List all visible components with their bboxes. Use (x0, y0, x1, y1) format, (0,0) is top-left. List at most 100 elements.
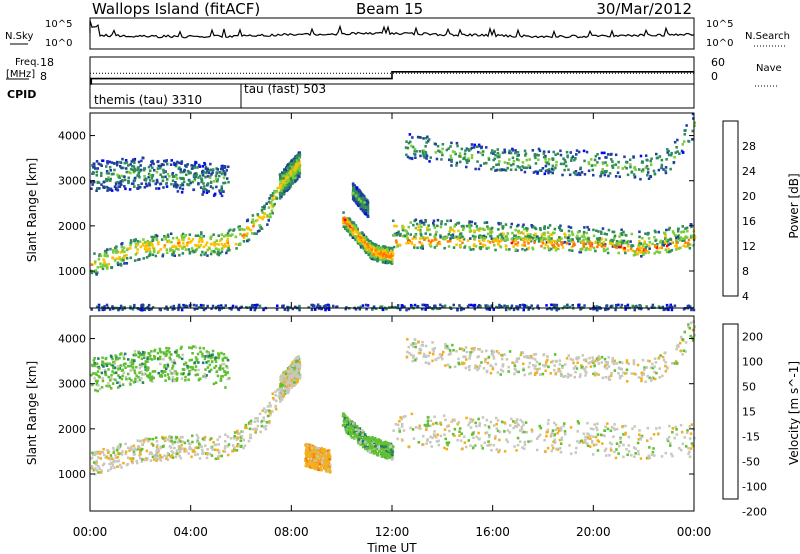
heatmap-cell (205, 171, 208, 175)
heatmap-cell (458, 239, 462, 242)
heatmap-cell (357, 191, 360, 194)
heatmap-cell (151, 455, 155, 459)
heatmap-cell (249, 422, 253, 426)
heatmap-cell (296, 154, 299, 158)
heatmap-cell (620, 303, 624, 307)
heatmap-cell (416, 246, 419, 250)
heatmap-cell (647, 177, 651, 180)
heatmap-cell (194, 234, 198, 238)
heatmap-cell (155, 237, 158, 241)
heatmap-cell (110, 363, 113, 367)
heatmap-cell (479, 151, 483, 155)
heatmap-cell (116, 188, 119, 192)
heatmap-cell (97, 304, 101, 308)
heatmap-cell (365, 203, 368, 206)
heatmap-cell (170, 446, 173, 449)
heatmap-cell (449, 237, 452, 240)
heatmap-cell (476, 160, 479, 163)
heatmap-cell (475, 225, 479, 228)
frequency-panel: Freq. [MHz] Nave 18 8 60 0 (6, 56, 782, 87)
heatmap-cell (139, 452, 142, 456)
heatmap-cell (513, 234, 516, 237)
heatmap-cell (375, 258, 379, 262)
heatmap-cell (581, 247, 584, 251)
heatmap-cell (622, 230, 625, 234)
heatmap-cell (166, 363, 170, 367)
heatmap-cell (393, 224, 396, 228)
heatmap-cell (426, 139, 430, 143)
heatmap-cell (231, 444, 235, 447)
heatmap-cell (474, 167, 477, 171)
heatmap-cell (521, 161, 525, 164)
heatmap-cell (685, 124, 688, 127)
heatmap-cell (224, 373, 227, 377)
heatmap-cell (453, 236, 457, 239)
heatmap-cell (286, 177, 289, 181)
heatmap-cell (544, 154, 547, 158)
heatmap-cell (574, 170, 578, 173)
heatmap-cell (103, 305, 106, 308)
heatmap-cell (192, 174, 196, 177)
heatmap-cell (181, 183, 185, 187)
heatmap-cell (363, 210, 366, 214)
heatmap-cell (155, 180, 159, 184)
heatmap-cell (569, 238, 573, 242)
heatmap-cell (180, 234, 183, 237)
heatmap-cell (601, 162, 605, 166)
heatmap-cell (219, 305, 222, 309)
heatmap-cell (209, 162, 212, 166)
heatmap-cell (414, 218, 418, 222)
heatmap-cell (586, 225, 589, 229)
heatmap-cell (368, 239, 371, 243)
heatmap-cell (115, 186, 118, 190)
heatmap-cell (457, 229, 460, 233)
heatmap-cell (141, 373, 144, 376)
heatmap-cell (571, 304, 574, 307)
heatmap-cell (151, 246, 155, 249)
heatmap-cell (173, 440, 177, 444)
heatmap-cell (587, 228, 591, 231)
heatmap-cell (528, 238, 532, 241)
heatmap-cell (359, 193, 363, 196)
heatmap-cell (527, 164, 530, 167)
heatmap-cell (174, 183, 178, 186)
heatmap-cell (93, 376, 96, 380)
heatmap-cell (286, 390, 289, 394)
heatmap-cell (283, 392, 287, 395)
heatmap-cell (616, 171, 620, 174)
heatmap-cell (197, 163, 201, 167)
heatmap-cell (136, 174, 139, 177)
heatmap-cell (116, 357, 120, 361)
heatmap-cell (161, 254, 164, 258)
heatmap-cell (611, 230, 614, 234)
heatmap-cell (423, 149, 426, 153)
heatmap-cell (209, 168, 213, 172)
heatmap-cell (361, 209, 365, 213)
heatmap-cell (221, 167, 224, 171)
heatmap-cell (498, 168, 501, 172)
heatmap-cell (103, 254, 106, 258)
heatmap-cell (172, 251, 175, 254)
heatmap-cell (372, 246, 376, 249)
heatmap-cell (500, 235, 504, 238)
heatmap-cell (665, 250, 669, 254)
heatmap-cell (159, 362, 162, 366)
heatmap-cell (139, 164, 142, 167)
heatmap-cell (100, 469, 103, 473)
heatmap-cell (420, 242, 423, 246)
heatmap-cell (208, 169, 211, 172)
heatmap-cell (405, 308, 408, 312)
heatmap-cell (179, 347, 183, 350)
heatmap-cell (227, 246, 230, 250)
heatmap-cell (484, 235, 488, 239)
heatmap-cell (248, 306, 252, 309)
heatmap-cell (289, 177, 293, 180)
heatmap-cell (676, 150, 679, 153)
heatmap-cell (272, 194, 275, 197)
heatmap-cell (282, 183, 285, 186)
heatmap-cell (120, 453, 124, 456)
heatmap-cell (485, 161, 488, 165)
heatmap-cell (666, 148, 669, 151)
heatmap-cell (483, 244, 487, 247)
heatmap-cell (545, 307, 549, 311)
